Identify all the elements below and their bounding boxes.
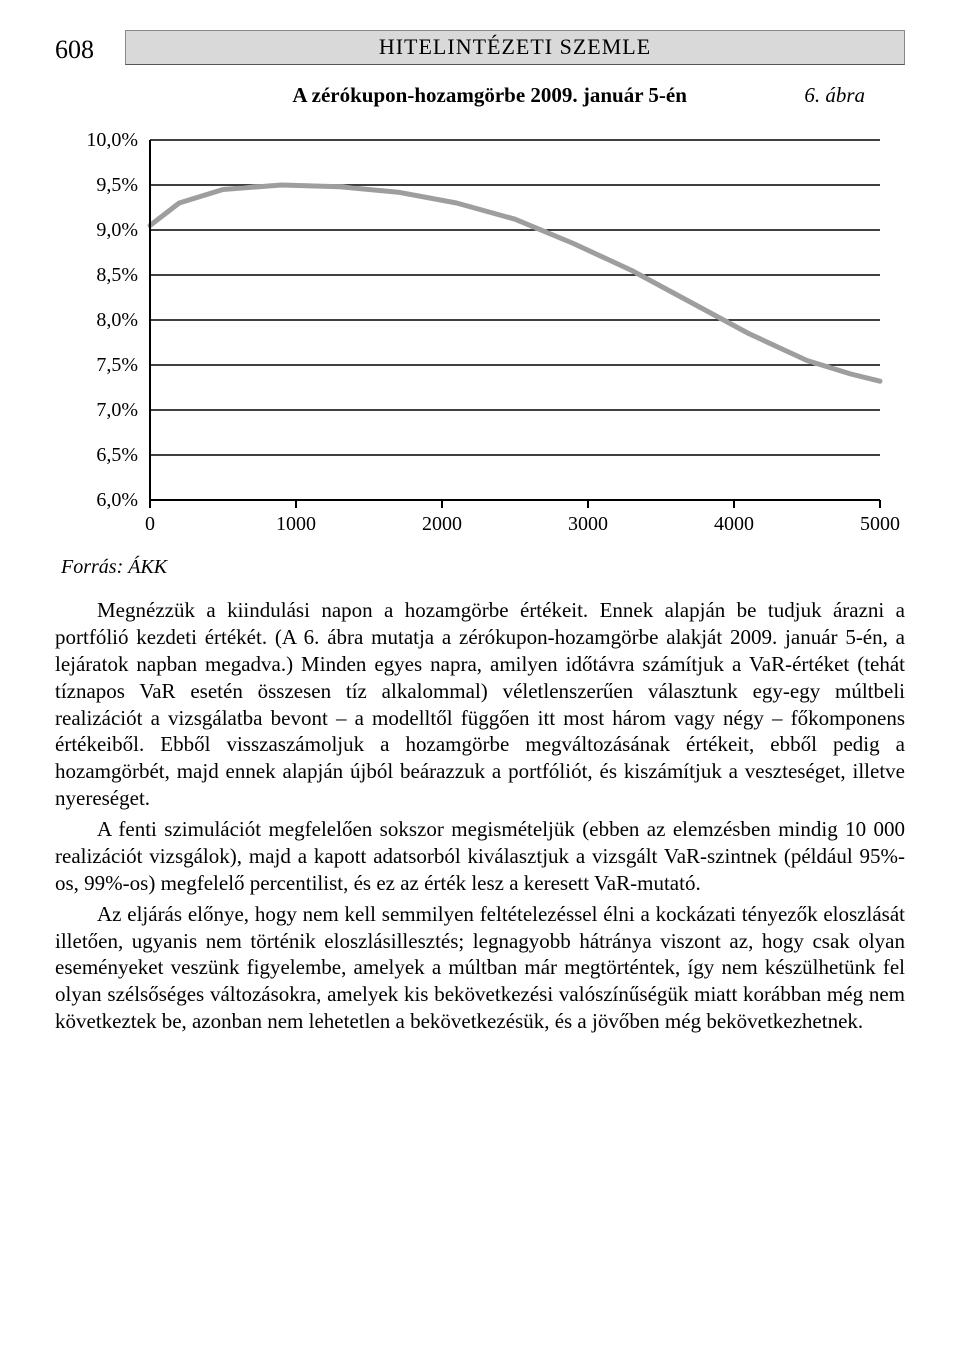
page-container: 608 HITELINTÉZETI SZEMLE A zérókupon-hoz… (0, 0, 960, 1079)
svg-text:6,5%: 6,5% (96, 444, 138, 466)
svg-text:3000: 3000 (568, 513, 608, 535)
svg-text:8,0%: 8,0% (96, 309, 138, 331)
paragraph: A fenti szimulációt megfelelően sokszor … (55, 816, 905, 897)
journal-title: HITELINTÉZETI SZEMLE (125, 30, 905, 65)
svg-text:5000: 5000 (860, 513, 900, 535)
page-header: 608 HITELINTÉZETI SZEMLE (55, 30, 905, 65)
svg-text:4000: 4000 (714, 513, 754, 535)
svg-text:7,5%: 7,5% (96, 354, 138, 376)
paragraph: Megnézzük a kiindulási napon a hozamgörb… (55, 597, 905, 812)
figure-label: 6. ábra (804, 83, 865, 108)
svg-text:9,0%: 9,0% (96, 219, 138, 241)
page-number: 608 (55, 35, 125, 65)
chart-svg: 6,0% 6,5% 7,0% 7,5% 8,0% 8,5% 9,0% 9,5% 10,0% 0 10… (55, 120, 905, 550)
body-text: Megnézzük a kiindulási napon a hozamgörb… (55, 597, 905, 1035)
svg-text:0: 0 (145, 513, 155, 535)
chart-caption: A zérókupon-hozamgörbe 2009. január 5-én (175, 83, 804, 108)
yield-curve-chart: 6,0% 6,5% 7,0% 7,5% 8,0% 8,5% 9,0% 9,5% 10,0% 0 10… (55, 120, 905, 550)
svg-text:2000: 2000 (422, 513, 462, 535)
figure-caption-row: A zérókupon-hozamgörbe 2009. január 5-én… (55, 83, 905, 108)
svg-text:6,0%: 6,0% (96, 489, 138, 511)
svg-text:7,0%: 7,0% (96, 399, 138, 421)
svg-text:8,5%: 8,5% (96, 264, 138, 286)
paragraph: Az eljárás előnye, hogy nem kell semmily… (55, 901, 905, 1035)
chart-source: Forrás: ÁKK (55, 556, 905, 579)
svg-text:9,5%: 9,5% (96, 174, 138, 196)
svg-text:10,0%: 10,0% (86, 129, 138, 151)
svg-text:1000: 1000 (276, 513, 316, 535)
